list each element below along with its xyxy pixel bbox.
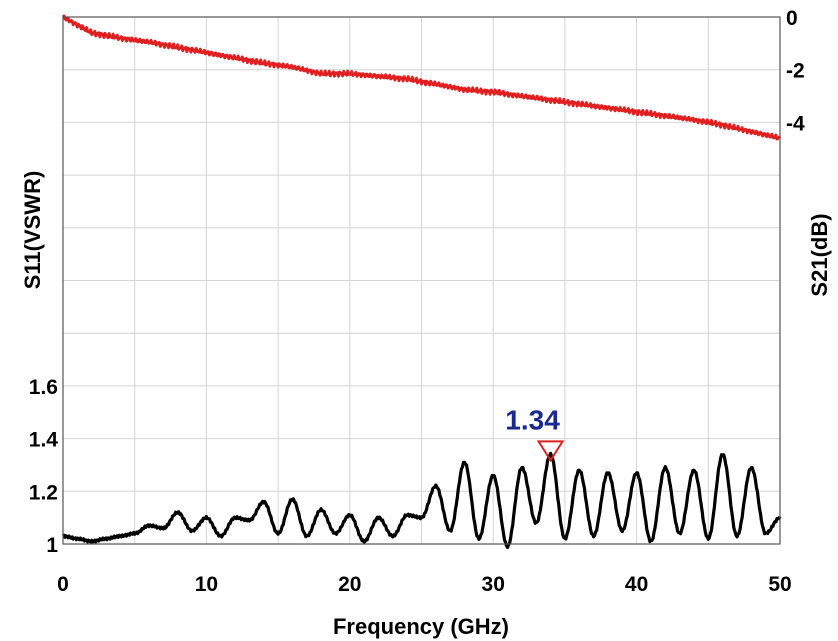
x-tick-label: 20 [338,573,361,596]
y-left-tick-label: 1.4 [29,429,59,452]
y-right-tick-label: 0 [786,7,798,30]
x-tick-label: 30 [482,573,505,596]
y-left-tick-label: 1 [46,534,58,557]
series-group [61,14,782,549]
y-axis-label-right: S21(dB) [807,213,832,296]
x-tick-label: 0 [57,573,69,596]
plot-frame [62,16,781,545]
y-right-tick-label: -4 [786,112,805,135]
peak-marker-group: 1.34 [505,404,565,463]
s21-line [61,14,782,141]
peak-marker-label: 1.34 [505,404,560,435]
s11-line [62,451,782,549]
y-left-tick-label: 1.6 [29,376,58,399]
x-tick-label: 40 [625,573,648,596]
y-axis-label-left: S11(VSWR) [20,171,45,290]
y-left-tick-label: 1.2 [29,481,58,504]
peak-marker-triangle [536,440,565,463]
grid-lines [63,17,780,544]
x-tick-label: 50 [768,573,791,596]
tick-labels: 0 10 20 30 40 50 1 1.2 1.4 1.6 0 -2 -4 [29,7,805,596]
x-tick-label: 10 [195,573,218,596]
y-right-tick-label: -2 [786,60,805,83]
x-axis-label: Frequency (GHz) [333,614,509,639]
